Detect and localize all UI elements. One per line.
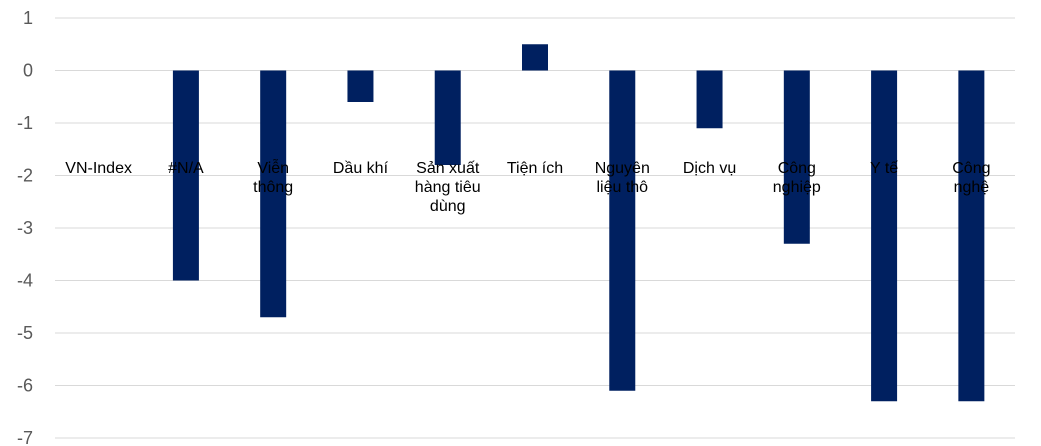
bar <box>958 70 985 402</box>
category-label: Y tế <box>870 160 898 177</box>
category-label: Dầu khí <box>333 160 389 177</box>
category-label: Sản xuất hàng tiêu dùng <box>415 160 481 215</box>
y-tick-label: -2 <box>17 166 33 186</box>
y-tick-label: -4 <box>17 271 33 291</box>
bar <box>347 70 374 102</box>
bar <box>871 70 898 402</box>
category-label: Công nghệ <box>952 160 990 196</box>
y-tick-label: -6 <box>17 376 33 396</box>
bar <box>260 70 287 318</box>
category-label: VN-Index <box>65 160 132 177</box>
gridlines <box>55 17 1015 439</box>
y-tick-label: -3 <box>17 218 33 238</box>
bar <box>783 70 810 244</box>
category-label: Dịch vụ <box>683 160 736 177</box>
category-label: #N/A <box>168 160 204 177</box>
bars <box>172 44 985 402</box>
y-tick-label: -1 <box>17 113 33 133</box>
y-tick-label: 1 <box>23 8 33 28</box>
y-tick-label: -5 <box>17 323 33 343</box>
bar <box>172 70 199 281</box>
category-label: Nguyên liệu thô <box>595 160 650 196</box>
bar <box>434 70 461 165</box>
bar <box>609 70 636 391</box>
category-label: Viễn thông <box>253 158 293 196</box>
bar <box>522 44 548 71</box>
y-tick-label: 0 <box>23 61 33 81</box>
category-label: Tiện ích <box>507 160 563 177</box>
category-label: Công nghiệp <box>773 160 821 196</box>
y-axis-tick-labels: 1 0 -1 -2 -3 -4 -5 -6 -7 <box>17 8 33 446</box>
bar <box>696 70 723 129</box>
y-tick-label: -7 <box>17 428 33 446</box>
category-labels: VN-Index #N/A Viễn thông Dầu khí Sản xuất hàng… <box>65 158 990 215</box>
